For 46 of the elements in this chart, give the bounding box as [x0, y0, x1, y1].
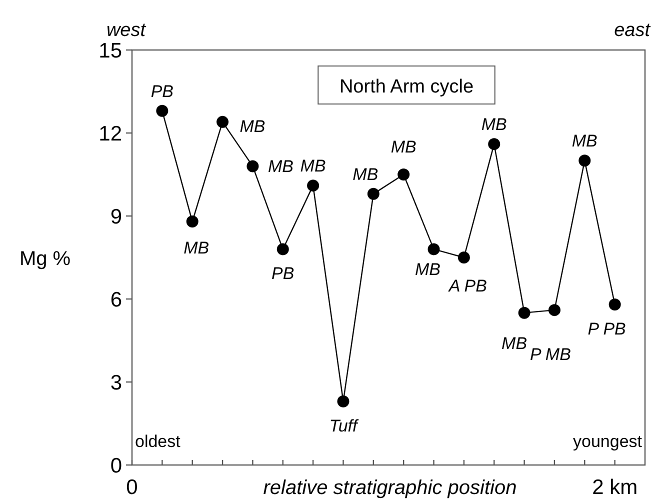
y-tick-label: 9	[110, 205, 122, 228]
text: west	[106, 20, 146, 41]
y-tick-label: 12	[98, 122, 122, 146]
annotation: MB	[184, 238, 210, 258]
point	[276, 243, 289, 256]
annotation: P PB	[588, 320, 626, 339]
annotation: PB	[150, 82, 174, 101]
annotation: Tuff	[329, 416, 360, 436]
annotation: P MB	[530, 345, 571, 364]
annotation: MB	[240, 116, 266, 136]
text: east	[614, 20, 651, 41]
point	[367, 188, 380, 200]
annotation: A PB	[448, 276, 487, 296]
point	[608, 298, 621, 311]
y-tick-label: 15	[98, 39, 122, 62]
y-tick-label: 6	[110, 288, 122, 312]
annotation: MB	[300, 156, 326, 176]
point	[428, 243, 440, 256]
point	[307, 180, 320, 192]
annotation: MB	[415, 260, 441, 280]
annotation: oldest	[135, 432, 181, 451]
annotation: PB	[272, 264, 294, 284]
point	[518, 306, 530, 319]
annotation: MB	[481, 115, 507, 134]
annotation: MB	[390, 138, 416, 156]
point	[337, 395, 350, 408]
point	[156, 104, 168, 117]
point	[458, 252, 470, 264]
y-axis-title: Mg %	[19, 248, 71, 270]
point	[578, 154, 591, 167]
x-axis-title: relative stratigraphic position	[263, 477, 517, 499]
x-tick-label: 2 km	[592, 476, 638, 499]
point	[548, 304, 560, 316]
y-tick-label: 0	[110, 454, 122, 478]
point	[488, 138, 500, 150]
point	[398, 168, 410, 180]
annotation: youngest	[573, 432, 642, 451]
point	[246, 160, 259, 172]
y-tick-label: 3	[110, 371, 122, 394]
annotation: MB	[502, 334, 528, 353]
annotation: MB	[268, 157, 294, 176]
point	[216, 116, 229, 128]
point	[186, 216, 198, 228]
annotation: MB	[572, 132, 598, 151]
annotation: MB	[352, 164, 378, 184]
annotation: North Arm cycle	[339, 76, 474, 98]
